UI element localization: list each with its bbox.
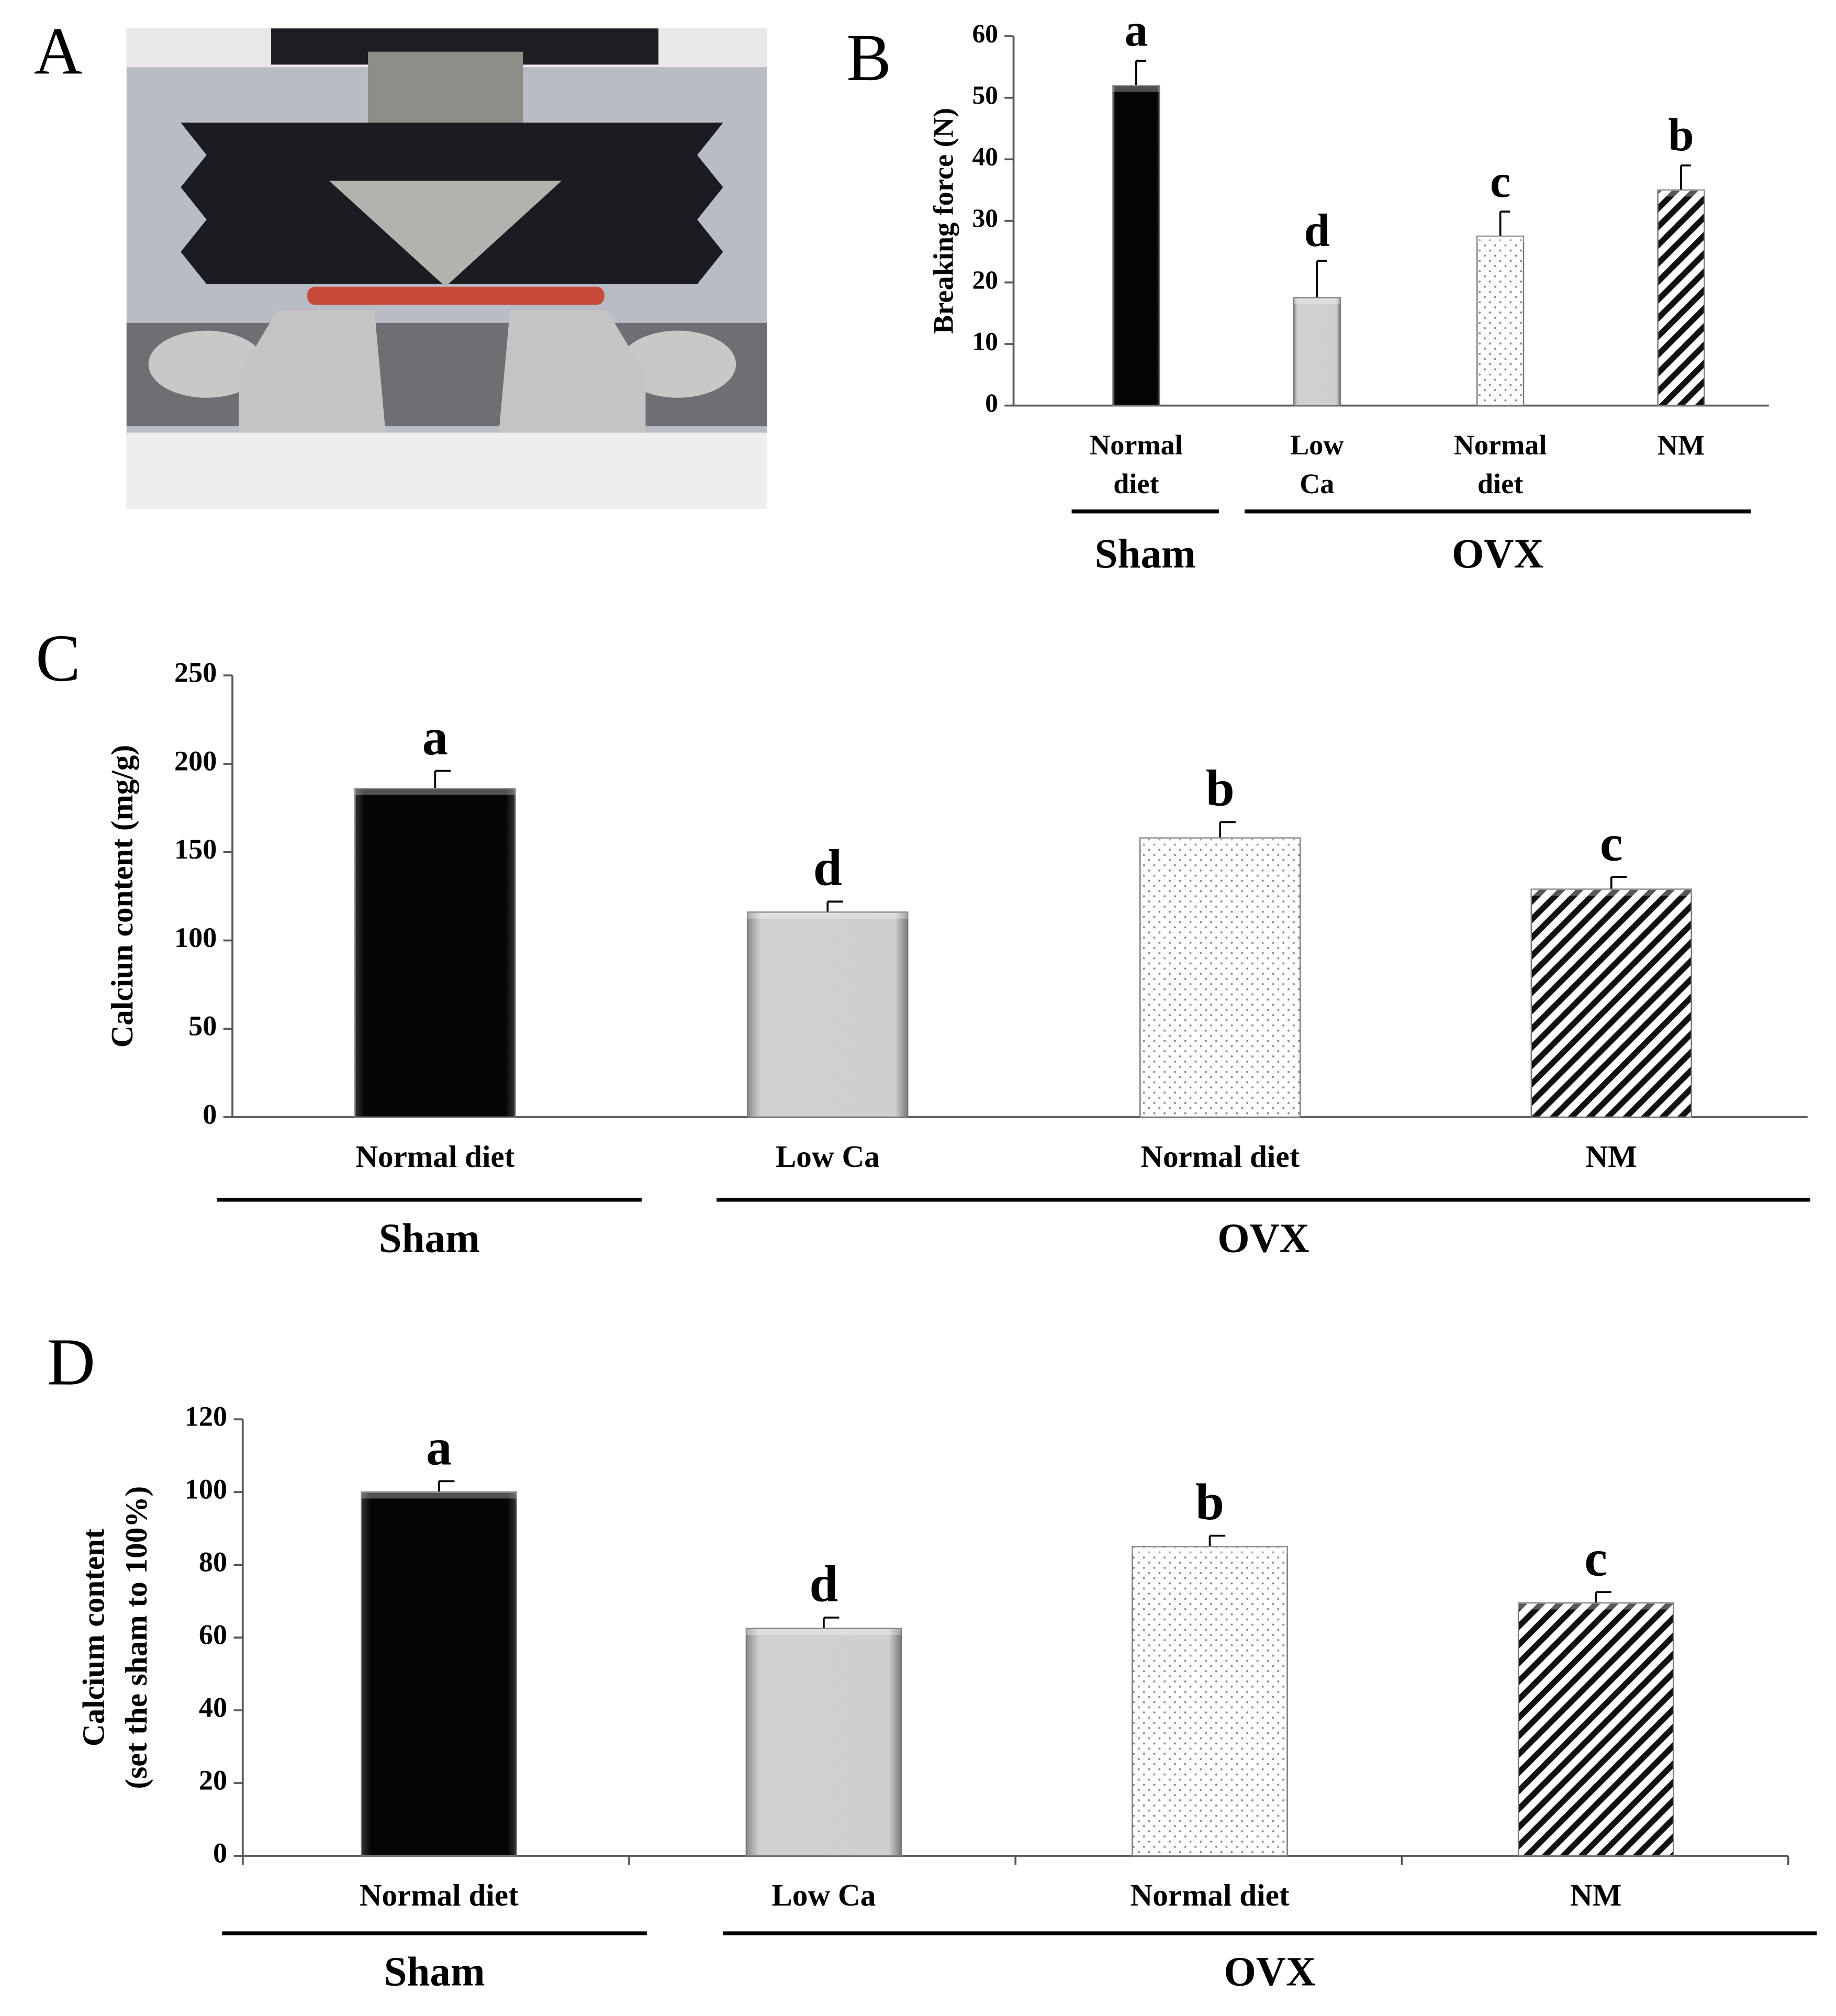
group-label: OVX [1224, 1950, 1316, 1995]
bar-annotation: d [809, 1555, 838, 1612]
y-tick-label: 30 [972, 204, 998, 232]
y-tick-label: 100 [185, 1474, 227, 1505]
y-tick-label: 100 [174, 922, 217, 953]
bar-bevel [1113, 85, 1160, 92]
bar-annotation: a [1125, 5, 1148, 57]
x-tick-label-line: diet [1477, 469, 1523, 500]
bar-bevel [1132, 1546, 1288, 1553]
y-axis-label: Calciun content (mg/g) [105, 745, 139, 1048]
bar [1139, 837, 1301, 1118]
bar [1657, 189, 1705, 406]
bar [747, 911, 909, 1118]
y-tick-label: 60 [972, 19, 998, 48]
y-axis-label: Breaking force (N) [928, 108, 959, 334]
x-tick-label-line: diet [1113, 469, 1159, 500]
y-tick-label: 200 [174, 745, 217, 776]
x-tick-label: Low Ca [1290, 430, 1344, 500]
y-axis-label: Calcium content [76, 1529, 111, 1746]
group-label: Sham [379, 1216, 480, 1261]
y-tick-label: 60 [199, 1619, 227, 1651]
y-tick-label: 20 [972, 265, 998, 294]
photo [126, 28, 767, 509]
x-tick-label: Normal diet [1090, 430, 1183, 500]
bar-bevel [1477, 236, 1524, 243]
bar [745, 1628, 902, 1857]
bar-bevel [747, 912, 908, 919]
bar [1112, 84, 1160, 406]
bar-annotation: b [1195, 1474, 1224, 1531]
x-tick-label: Normal diet [1130, 1878, 1289, 1912]
bar-bevel [746, 1628, 901, 1635]
x-tick-label: Normal diet [1454, 430, 1547, 500]
bar-bevel [1531, 889, 1692, 896]
bar-bevel [1140, 838, 1301, 845]
bar-bevel [1293, 297, 1340, 305]
x-tick-label: NM [1570, 1878, 1622, 1912]
group-label: Sham [1095, 531, 1196, 577]
bar-bevel [361, 1492, 517, 1499]
group-label: OVX [1452, 531, 1543, 577]
bar-annotation: d [1304, 205, 1330, 257]
bar-annotation: b [1668, 110, 1694, 161]
y-tick-label: 150 [174, 833, 217, 865]
bar [361, 1491, 518, 1857]
y-tick-label: 40 [972, 142, 998, 171]
group-label: OVX [1217, 1216, 1309, 1261]
bar [1517, 1602, 1674, 1857]
x-tick-label: Normal diet [355, 1139, 514, 1174]
x-tick-label: NM [1658, 430, 1705, 461]
bar [1132, 1546, 1288, 1857]
y-tick-label: 20 [199, 1765, 227, 1796]
y-tick-label: 50 [188, 1010, 217, 1042]
y-axis-label: (set the sham to 100%) [119, 1486, 153, 1789]
x-tick-label: Normal diet [1140, 1139, 1300, 1174]
bar [1293, 297, 1341, 406]
group-label: Sham [384, 1950, 485, 1995]
y-tick-label: 0 [985, 388, 998, 417]
panel-label: A [34, 14, 83, 88]
bar-bevel [1658, 190, 1705, 197]
bar-annotation: d [813, 840, 842, 897]
x-tick-label-line: Ca [1300, 469, 1334, 500]
bar [1476, 236, 1525, 406]
bar-annotation: c [1490, 156, 1510, 207]
y-tick-label: 10 [972, 327, 998, 355]
bar [354, 788, 516, 1118]
y-tick-label: 250 [174, 657, 217, 688]
y-tick-label: 40 [199, 1692, 227, 1723]
bar-bevel [1518, 1603, 1674, 1610]
bar-annotation: a [422, 709, 448, 766]
x-tick-label-line: Low [1290, 430, 1344, 461]
x-tick-label-line: Normal [1454, 430, 1547, 461]
x-tick-label: NM [1585, 1139, 1637, 1174]
x-tick-label: Normal diet [360, 1878, 519, 1912]
bar-annotation: c [1584, 1530, 1607, 1587]
x-tick-label-line: Normal [1090, 430, 1183, 461]
panel-label: B [846, 20, 891, 95]
x-tick-label: Low Ca [771, 1878, 876, 1912]
y-tick-label: 120 [185, 1401, 227, 1432]
y-tick-label: 0 [213, 1837, 227, 1869]
y-tick-label: 80 [199, 1546, 227, 1578]
bar-annotation: c [1600, 815, 1623, 872]
x-tick-label: Low Ca [776, 1139, 880, 1174]
y-tick-label: 50 [972, 81, 998, 109]
panel-label: C [36, 621, 81, 695]
bar-bevel [355, 788, 516, 795]
y-tick-label: 0 [203, 1098, 217, 1130]
bar-annotation: b [1206, 760, 1235, 817]
panel-label: D [47, 1324, 95, 1399]
bar-annotation: a [426, 1419, 452, 1476]
bar [1530, 888, 1692, 1118]
